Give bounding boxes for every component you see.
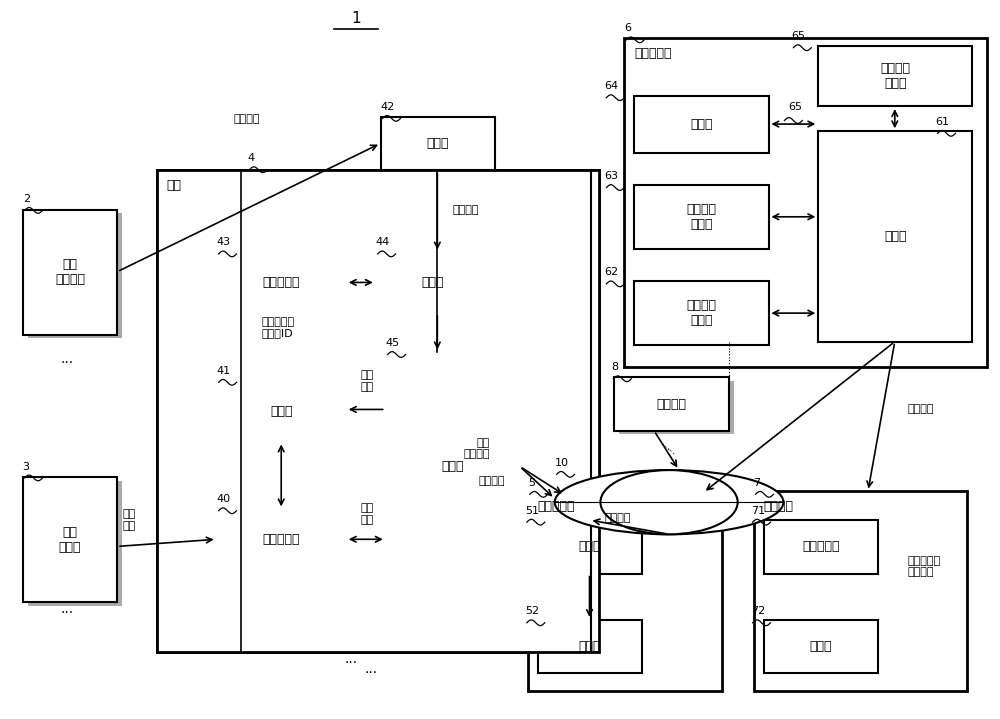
Text: 确定部: 确定部 bbox=[422, 276, 444, 289]
Bar bbox=[381, 117, 495, 170]
Text: 42: 42 bbox=[381, 102, 395, 112]
Bar bbox=[528, 492, 722, 691]
Text: 存储部: 存储部 bbox=[579, 640, 601, 653]
Text: 装置: 装置 bbox=[167, 179, 182, 192]
Bar bbox=[538, 520, 642, 574]
Text: 3: 3 bbox=[23, 462, 30, 472]
Bar bbox=[634, 281, 769, 345]
Text: 65: 65 bbox=[791, 32, 805, 41]
Text: 7: 7 bbox=[754, 478, 761, 488]
Bar bbox=[614, 377, 729, 431]
Bar bbox=[754, 492, 967, 691]
Text: 解析部: 解析部 bbox=[579, 540, 601, 554]
Bar bbox=[764, 620, 878, 674]
Text: 显示控制部: 显示控制部 bbox=[802, 540, 839, 554]
Bar bbox=[386, 352, 520, 581]
Bar bbox=[619, 381, 734, 434]
Text: 71: 71 bbox=[751, 505, 765, 516]
Text: 52: 52 bbox=[525, 606, 539, 616]
Bar bbox=[538, 620, 642, 674]
Text: 62: 62 bbox=[604, 267, 619, 278]
Bar bbox=[23, 477, 117, 602]
Text: 44: 44 bbox=[376, 237, 390, 247]
Text: 5: 5 bbox=[528, 478, 535, 488]
Text: 51: 51 bbox=[525, 505, 539, 516]
Text: 警备
用传感器: 警备 用传感器 bbox=[55, 258, 85, 286]
Text: 解析引擎: 解析引擎 bbox=[478, 476, 505, 486]
Text: 解析部: 解析部 bbox=[270, 405, 292, 418]
Text: 移动终端: 移动终端 bbox=[657, 398, 687, 411]
Text: 图像存储部: 图像存储部 bbox=[262, 533, 300, 546]
Bar bbox=[23, 210, 117, 334]
Ellipse shape bbox=[555, 470, 783, 534]
Text: 解析
引擎: 解析 引擎 bbox=[361, 370, 374, 392]
Text: ···: ··· bbox=[364, 667, 377, 680]
Text: 10: 10 bbox=[555, 458, 569, 468]
Text: ···: ··· bbox=[61, 606, 74, 620]
Text: 文件服务器: 文件服务器 bbox=[538, 500, 575, 513]
Text: 报警信号、
照相机ID: 报警信号、 照相机ID bbox=[261, 316, 294, 338]
Text: 4: 4 bbox=[247, 153, 255, 163]
Text: 解析引擎: 解析引擎 bbox=[908, 405, 934, 414]
Bar bbox=[217, 381, 346, 441]
Text: 拍摄条件
存储部: 拍摄条件 存储部 bbox=[686, 299, 716, 327]
Text: 8: 8 bbox=[611, 362, 619, 372]
Text: 6: 6 bbox=[624, 24, 631, 34]
Text: 监视终端: 监视终端 bbox=[764, 500, 794, 513]
Bar bbox=[28, 214, 122, 338]
Bar bbox=[217, 252, 346, 313]
Bar bbox=[818, 45, 972, 106]
Text: 72: 72 bbox=[751, 606, 765, 616]
Text: 45: 45 bbox=[386, 338, 400, 348]
Bar bbox=[634, 96, 769, 152]
Text: 通知部: 通知部 bbox=[809, 640, 832, 653]
Text: 通信部: 通信部 bbox=[442, 460, 464, 473]
Text: 取得部: 取得部 bbox=[427, 137, 449, 150]
Ellipse shape bbox=[600, 470, 738, 534]
Text: 1: 1 bbox=[351, 11, 361, 26]
Text: 分发服务器: 分发服务器 bbox=[634, 47, 672, 60]
Text: 检测对象
存储部: 检测对象 存储部 bbox=[686, 203, 716, 231]
Text: 40: 40 bbox=[217, 495, 231, 504]
Text: 64: 64 bbox=[604, 81, 619, 91]
Text: ···: ··· bbox=[61, 356, 74, 370]
Text: 图像数据: 图像数据 bbox=[604, 513, 631, 523]
Bar bbox=[634, 185, 769, 249]
Text: ···: ··· bbox=[655, 440, 673, 457]
Text: 警报
对应信息: 警报 对应信息 bbox=[464, 438, 490, 459]
Text: 41: 41 bbox=[217, 366, 231, 376]
Text: 警报信号: 警报信号 bbox=[233, 114, 260, 124]
Text: 解析引擎
存储部: 解析引擎 存储部 bbox=[880, 62, 910, 90]
Text: 警报信号、
图像数据: 警报信号、 图像数据 bbox=[908, 556, 941, 577]
Text: ···: ··· bbox=[660, 444, 678, 461]
Text: 图像
数据: 图像 数据 bbox=[122, 509, 135, 531]
Text: 图像
数据: 图像 数据 bbox=[361, 503, 374, 525]
Bar bbox=[28, 481, 122, 605]
Bar bbox=[764, 520, 878, 574]
Bar bbox=[157, 170, 599, 652]
Text: ···: ··· bbox=[344, 656, 357, 669]
Bar bbox=[376, 252, 490, 313]
Text: 位置存储部: 位置存储部 bbox=[262, 276, 300, 289]
Text: 供给部: 供给部 bbox=[884, 230, 907, 243]
Text: 监视
照相机: 监视 照相机 bbox=[59, 526, 81, 554]
Text: 设定部: 设定部 bbox=[690, 118, 713, 131]
Bar bbox=[217, 509, 346, 570]
Bar bbox=[157, 170, 599, 652]
Text: 65: 65 bbox=[788, 102, 802, 112]
Text: 43: 43 bbox=[217, 237, 231, 247]
Text: 61: 61 bbox=[936, 117, 950, 127]
Bar bbox=[818, 131, 972, 342]
Text: 警报信号: 警报信号 bbox=[452, 205, 479, 215]
Text: 63: 63 bbox=[604, 171, 618, 181]
Bar bbox=[624, 38, 987, 367]
Text: 2: 2 bbox=[23, 194, 30, 204]
